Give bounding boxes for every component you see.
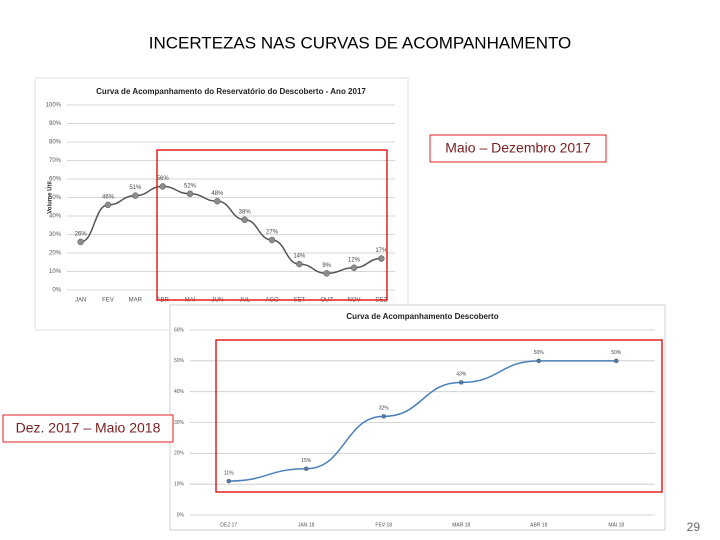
x-tick-label: JAN 18	[298, 522, 315, 528]
x-tick-label: ABR 18	[530, 522, 547, 528]
data-label: 14%	[293, 254, 306, 260]
data-point	[241, 216, 248, 223]
y-tick-label: 80%	[49, 140, 62, 146]
y-tick-label: 50%	[49, 195, 62, 201]
data-label: 38%	[239, 209, 252, 215]
data-point	[226, 478, 231, 484]
y-tick-label: 0%	[52, 288, 61, 294]
data-point	[104, 201, 112, 209]
chart-frame	[34, 77, 409, 331]
data-point	[186, 190, 194, 198]
data-label: 43%	[456, 372, 467, 378]
chart-title: Curva de Acompanhamento do Reservatório …	[96, 87, 366, 96]
y-tick-label: 20%	[49, 251, 62, 257]
x-tick-label: FEV	[102, 298, 114, 304]
data-label: 9%	[322, 263, 331, 269]
callout-box	[429, 134, 607, 163]
y-tick-label: 10%	[49, 269, 62, 275]
x-tick-label: MAR 18	[452, 522, 470, 528]
y-tick-label: 60%	[49, 177, 62, 183]
data-point	[459, 380, 464, 385]
y-tick-label: 90%	[49, 121, 62, 127]
y-tick-label: 0%	[177, 512, 185, 518]
y-tick-label: 50%	[174, 358, 185, 364]
data-point	[159, 183, 166, 190]
y-tick-label: 40%	[49, 214, 62, 220]
data-label: 11%	[224, 470, 234, 476]
data-label: 17%	[375, 248, 388, 254]
callout: Maio – Dezembro 2017	[445, 140, 591, 156]
x-tick-label: FEV 18	[375, 522, 392, 528]
y-tick-label: 10%	[174, 481, 185, 487]
data-point	[132, 192, 139, 199]
data-label: 50%	[611, 350, 622, 356]
data-point	[378, 255, 385, 262]
data-point	[536, 358, 541, 364]
slide-title: INCERTEZAS NAS CURVAS DE ACOMPANHAMENTO	[149, 33, 572, 52]
data-label: 46%	[102, 194, 115, 200]
data-point	[268, 236, 276, 244]
data-label: 27%	[266, 230, 279, 236]
highlight-box	[215, 339, 663, 493]
y-tick-label: 60%	[174, 327, 185, 333]
callout: Dez. 2017 – Maio 2018	[16, 420, 161, 436]
chart-title: Curva de Acompanhamento Descoberto	[346, 312, 498, 321]
y-tick-label: 30%	[49, 232, 62, 238]
data-point	[214, 197, 221, 205]
data-label: 50%	[534, 350, 545, 356]
y-tick-label: 20%	[174, 451, 185, 457]
highlight-box	[156, 149, 388, 301]
y-tick-label: 40%	[174, 389, 185, 395]
data-point	[77, 238, 84, 246]
data-point	[323, 270, 330, 277]
x-tick-label: MAI 18	[608, 522, 624, 528]
y-tick-label: 70%	[49, 158, 62, 164]
data-label: 51%	[129, 185, 142, 191]
data-point	[614, 358, 619, 364]
data-label: 32%	[379, 406, 390, 412]
data-label: 26%	[75, 231, 88, 237]
data-label: 15%	[301, 458, 312, 464]
y-axis-label: Volume Útil	[47, 181, 54, 214]
x-tick-label: JAN	[75, 298, 86, 304]
data-point	[350, 264, 358, 272]
data-label: 48%	[211, 191, 224, 197]
data-label: 56%	[157, 176, 170, 182]
page-number: 29	[687, 520, 701, 534]
y-tick-label: 100%	[46, 103, 62, 109]
data-label: 52%	[184, 183, 197, 189]
data-point	[304, 466, 309, 471]
x-tick-label: MAR	[129, 298, 143, 304]
x-tick-label: DEZ 17	[220, 522, 237, 528]
callout-box	[2, 414, 174, 443]
data-point	[381, 414, 386, 419]
data-label: 12%	[348, 257, 361, 263]
data-point	[296, 260, 303, 268]
chart-frame	[169, 304, 666, 531]
y-tick-label: 30%	[174, 420, 185, 426]
